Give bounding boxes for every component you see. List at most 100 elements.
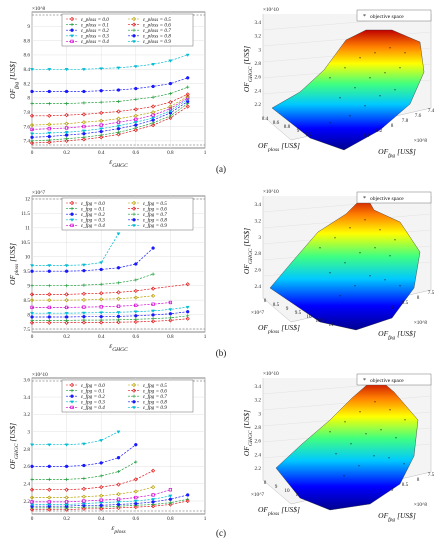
data-point bbox=[81, 502, 86, 506]
data-point bbox=[81, 506, 86, 511]
z-exponent: ×10^10 bbox=[263, 371, 279, 377]
legend-marker bbox=[70, 400, 74, 404]
legend-marker bbox=[132, 224, 136, 228]
data-point bbox=[168, 300, 173, 305]
data-point bbox=[64, 112, 69, 118]
data-point bbox=[30, 477, 34, 481]
y-tick-label: 3 bbox=[27, 430, 30, 436]
legend: ε_fpg = 0.0ε_fpg = 0.1ε_fpg = 0.2ε_fpg =… bbox=[61, 379, 194, 413]
data-point bbox=[64, 507, 69, 512]
data-point bbox=[82, 463, 86, 468]
data-point bbox=[47, 68, 52, 72]
grid-line bbox=[262, 31, 432, 47]
data-point bbox=[30, 305, 34, 310]
data-point bbox=[186, 85, 190, 89]
legend-marker bbox=[131, 200, 137, 206]
objective-point: * bbox=[399, 284, 401, 289]
data-point bbox=[134, 317, 138, 321]
x-axis-label: εploss bbox=[111, 523, 125, 535]
x-tick-label: 0.8 bbox=[167, 334, 174, 340]
x-tick-label: 8 bbox=[264, 480, 267, 486]
data-point bbox=[116, 88, 121, 92]
data-point bbox=[116, 99, 121, 104]
data-point bbox=[82, 135, 86, 139]
objective-point: * bbox=[339, 96, 341, 101]
data-point bbox=[82, 101, 86, 105]
data-point bbox=[64, 89, 69, 94]
data-point bbox=[99, 110, 104, 116]
data-point bbox=[151, 95, 155, 99]
objective-point: * bbox=[365, 432, 367, 437]
data-point bbox=[116, 456, 121, 460]
data-point bbox=[168, 488, 173, 492]
objective-point: * bbox=[354, 86, 356, 91]
data-point bbox=[30, 68, 34, 72]
x-tick-label: 11 bbox=[296, 492, 301, 498]
data-point bbox=[30, 318, 34, 323]
series-line-2 bbox=[32, 311, 188, 318]
legend-marker bbox=[70, 405, 74, 410]
legend-entry: ε_fpg = 0.9 bbox=[143, 222, 167, 229]
data-point bbox=[47, 284, 51, 288]
data-point bbox=[99, 127, 104, 131]
data-point bbox=[65, 318, 69, 323]
legend-entry: ε_fpg = 0.5 bbox=[143, 200, 167, 207]
surface-mesh bbox=[271, 29, 425, 151]
data-point bbox=[81, 442, 86, 446]
data-point bbox=[64, 487, 69, 492]
objective-point: * bbox=[389, 254, 391, 259]
x-tick-label: 0.4 bbox=[98, 334, 105, 340]
data-point bbox=[99, 118, 104, 123]
objective-point: * bbox=[344, 66, 346, 71]
z-tick-label: 2.4 bbox=[255, 452, 262, 458]
objective-point: * bbox=[380, 428, 382, 433]
data-point bbox=[81, 68, 86, 72]
x-tick-label: 0.2 bbox=[63, 516, 70, 522]
y-axis-label: OFploss [US$] bbox=[8, 243, 20, 285]
data-point bbox=[30, 135, 34, 139]
data-point bbox=[99, 493, 104, 498]
legend-marker bbox=[70, 218, 74, 222]
data-point bbox=[99, 501, 104, 505]
legend-entry: ε_fpg = 0.6 bbox=[143, 205, 167, 212]
data-point bbox=[82, 268, 86, 273]
data-point bbox=[168, 316, 172, 320]
line-chart-b-left: 7.5 8 8.5 9 9.5 10 10.5 11 11.5 12 0 0.2 0.4 0.6 0.8 1 ×… bbox=[8, 190, 207, 353]
data-point bbox=[47, 102, 51, 106]
data-point bbox=[47, 312, 52, 316]
z-tick-label: 3.4 bbox=[255, 20, 262, 26]
data-point bbox=[168, 318, 173, 323]
legend: ε_ploss = 0.0ε_ploss = 0.1ε_ploss = 0.2ε… bbox=[61, 13, 194, 47]
data-point bbox=[151, 468, 156, 473]
data-point bbox=[151, 110, 156, 115]
data-point bbox=[64, 312, 69, 316]
legend-marker bbox=[132, 40, 136, 44]
y-tick-label: 9 bbox=[391, 305, 394, 311]
data-point bbox=[99, 439, 104, 443]
data-point bbox=[64, 68, 69, 72]
y-tick-label: 8.4 bbox=[24, 67, 31, 73]
z-tick-label: 3.2 bbox=[255, 398, 262, 404]
legend-marker bbox=[132, 28, 136, 32]
data-point bbox=[151, 317, 155, 321]
data-point bbox=[29, 320, 35, 325]
data-point bbox=[47, 140, 52, 145]
data-point bbox=[30, 284, 34, 288]
data-point bbox=[81, 320, 86, 325]
data-point bbox=[116, 281, 121, 285]
objective-point: * bbox=[364, 104, 366, 109]
data-point bbox=[185, 282, 190, 287]
data-point bbox=[99, 305, 103, 309]
data-point bbox=[116, 304, 121, 308]
data-point bbox=[47, 138, 51, 142]
legend-box bbox=[61, 13, 194, 47]
legend-entry: ε_fpg = 0.6 bbox=[143, 387, 167, 394]
y-tick-label: 8.5 bbox=[402, 300, 409, 306]
legend-entry: ε_fpg = 0.3 bbox=[81, 217, 105, 224]
series-line-4 bbox=[32, 489, 171, 503]
legend-entry: ε_ploss = 0.1 bbox=[81, 22, 109, 28]
data-point bbox=[64, 264, 69, 268]
x-tick-label: 0 bbox=[31, 516, 34, 522]
y-tick-label: 8 bbox=[27, 96, 30, 102]
